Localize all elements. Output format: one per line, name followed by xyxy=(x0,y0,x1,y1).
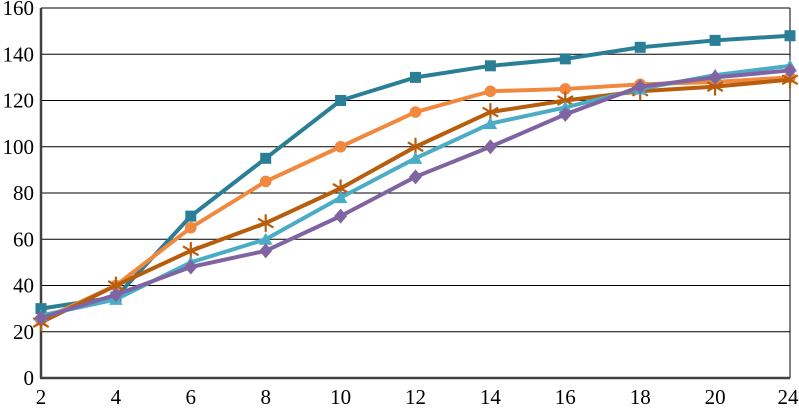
triangle-marker-icon xyxy=(483,117,498,130)
square-marker-icon xyxy=(335,95,347,106)
diamond-marker-icon xyxy=(483,139,497,155)
x-axis-tick-label: 24 xyxy=(778,385,799,409)
diamond-marker-icon xyxy=(109,287,123,303)
x-axis-tick-label: 2 xyxy=(36,385,47,409)
y-axis-tick-label: 120 xyxy=(3,89,35,113)
asterisk-marker-icon xyxy=(332,183,349,194)
x-axis-tick-label: 8 xyxy=(260,385,271,409)
square-marker-icon xyxy=(784,30,796,42)
square-marker-icon xyxy=(35,303,47,315)
y-axis-tick-label: 20 xyxy=(13,320,34,344)
asterisk-marker-icon xyxy=(557,95,574,106)
triangle-marker-icon xyxy=(408,151,423,164)
circle-marker-icon xyxy=(559,83,572,95)
diamond-marker-icon xyxy=(184,259,198,275)
circle-marker-icon xyxy=(334,140,347,153)
diamond-marker-icon xyxy=(558,106,572,122)
diamond-marker-icon xyxy=(708,69,722,85)
x-axis-tick-label: 10 xyxy=(330,385,351,409)
circle-marker-icon xyxy=(409,106,422,118)
diamond-marker-icon xyxy=(633,79,647,95)
asterisk-marker-icon xyxy=(482,106,499,118)
y-axis-tick-label: 40 xyxy=(13,274,34,298)
square-marker-icon xyxy=(185,210,197,222)
square-marker-icon xyxy=(484,60,496,72)
x-axis-tick-label: 18 xyxy=(630,385,651,409)
square-marker-icon xyxy=(634,41,646,53)
circle-marker-icon xyxy=(185,221,197,234)
x-axis-tick-label: 6 xyxy=(186,385,197,409)
diamond-marker-icon xyxy=(34,310,48,326)
x-axis-tick-label: 12 xyxy=(405,385,426,409)
y-axis-tick-label: 0 xyxy=(24,366,35,390)
y-axis-tick-label: 80 xyxy=(13,181,34,205)
diamond-marker-icon xyxy=(409,169,422,185)
asterisk-marker-icon xyxy=(257,217,274,229)
x-axis-tick-label: 16 xyxy=(555,385,576,409)
asterisk-marker-icon xyxy=(707,81,724,92)
triangle-marker-icon xyxy=(333,191,348,204)
diamond-marker-icon xyxy=(783,62,797,78)
diamond-marker-icon xyxy=(259,243,273,259)
y-axis-tick-label: 60 xyxy=(13,227,34,251)
diamond-marker-icon xyxy=(334,208,348,224)
square-marker-icon xyxy=(559,53,571,65)
asterisk-marker-icon xyxy=(107,280,124,291)
x-axis-tick-label: 4 xyxy=(111,385,122,409)
asterisk-marker-icon xyxy=(781,74,799,85)
square-marker-icon xyxy=(709,34,721,46)
x-axis-tick-label: 14 xyxy=(480,385,502,409)
triangle-marker-icon xyxy=(258,232,273,245)
y-axis-tick-label: 160 xyxy=(3,0,35,20)
x-axis-tick-label: 20 xyxy=(705,385,726,409)
circle-marker-icon xyxy=(484,85,497,98)
y-axis-tick-label: 140 xyxy=(3,42,35,66)
y-axis-tick-label: 100 xyxy=(3,135,35,159)
asterisk-marker-icon xyxy=(182,245,199,256)
square-marker-icon xyxy=(410,71,421,83)
square-marker-icon xyxy=(260,152,272,164)
circle-marker-icon xyxy=(259,175,272,188)
asterisk-marker-icon xyxy=(407,141,424,152)
